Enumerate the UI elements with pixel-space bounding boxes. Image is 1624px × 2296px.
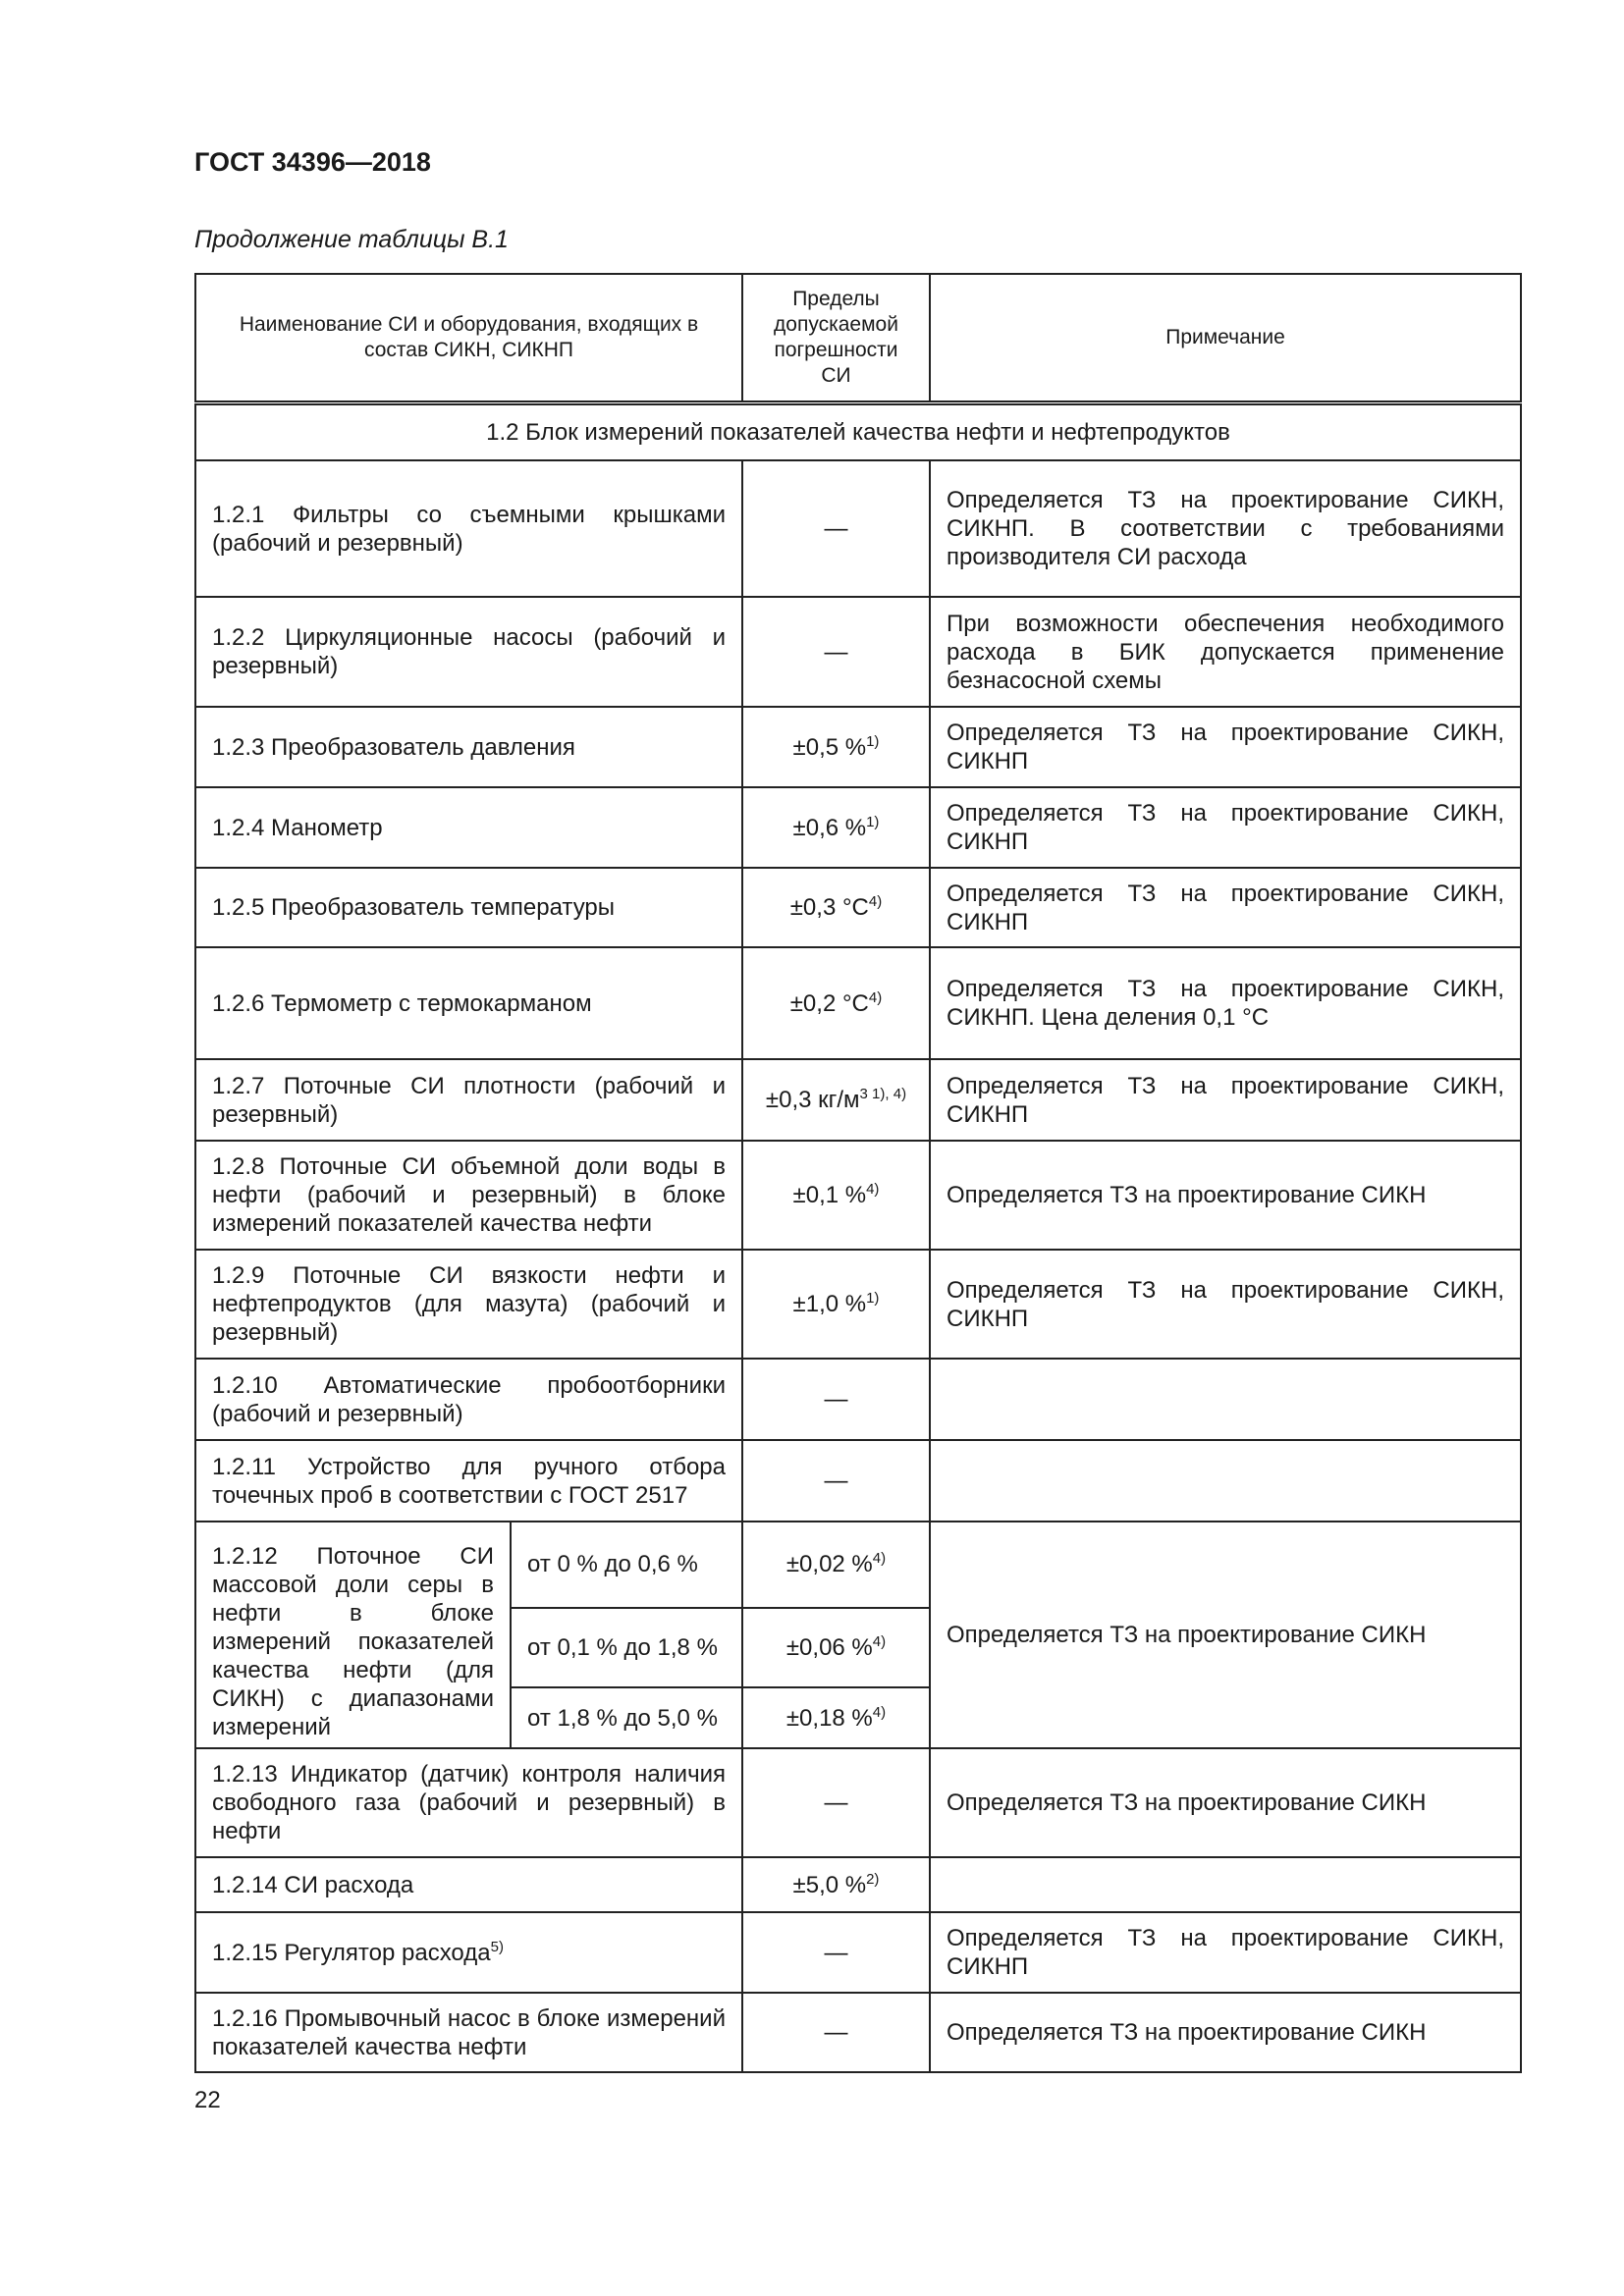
item-name: 1.2.12 Поточное СИ массовой доли серы в …	[194, 1521, 512, 1749]
item-note: При возможности обеспечения необходимого…	[929, 596, 1522, 708]
item-name: 1.2.1 Фильтры со съемными крышками (рабо…	[194, 459, 743, 598]
table-row: 1.2.1 Фильтры со съемными крышками (рабо…	[194, 459, 1522, 598]
table-row: 1.2.15 Регулятор расхода5) — Определяетс…	[194, 1911, 1522, 1994]
item-note	[929, 1358, 1522, 1441]
page-number: 22	[194, 2087, 221, 2113]
table-row: 1.2.3 Преобразователь давления ±0,5 %1) …	[194, 706, 1522, 788]
item-note: Определяется ТЗ на проектирование СИКН, …	[929, 946, 1522, 1060]
item-note: Определяется ТЗ на проектирование СИКН, …	[929, 867, 1522, 948]
footnote-ref: 4)	[872, 1550, 887, 1568]
item-error: ±0,18 %4)	[741, 1686, 931, 1749]
item-error: ±1,0 %1)	[741, 1249, 931, 1360]
footnote-ref: 4)	[868, 893, 883, 910]
item-name: 1.2.11 Устройство для ручного отбора точ…	[194, 1439, 743, 1522]
footnote-ref: 1)	[866, 813, 880, 830]
table-row: 1.2.5 Преобразователь температуры ±0,3 °…	[194, 867, 1522, 948]
equipment-table: Наименование СИ и оборудования, входящих…	[194, 273, 1522, 2073]
table-row: 1.2.10 Автоматические пробоотборники (ра…	[194, 1358, 1522, 1441]
item-note: Определяется ТЗ на проектирование СИКН	[929, 1992, 1522, 2073]
item-note: Определяется ТЗ на проектирование СИКН, …	[929, 1058, 1522, 1142]
footnote-ref: 1)	[866, 732, 880, 750]
item-name: 1.2.8 Поточные СИ объемной доли воды в н…	[194, 1140, 743, 1251]
item-name: 1.2.3 Преобразователь давления	[194, 706, 743, 788]
table-row: 1.2.4 Манометр ±0,6 %1) Определяется ТЗ …	[194, 786, 1522, 869]
table-row: 1.2.13 Индикатор (датчик) контроля налич…	[194, 1747, 1522, 1858]
footnote-ref: 3 1), 4)	[859, 1086, 907, 1102]
item-error: ±0,2 °С4)	[741, 946, 931, 1060]
item-error: ±0,1 %4)	[741, 1140, 931, 1251]
footnote-ref: 4)	[866, 1181, 880, 1198]
item-note: Определяется ТЗ на проектирование СИКН	[929, 1747, 1522, 1858]
item-name: 1.2.14 СИ расхода	[194, 1856, 743, 1913]
item-name: 1.2.6 Термометр с термокарманом	[194, 946, 743, 1060]
item-error: —	[741, 1992, 931, 2073]
item-name: 1.2.9 Поточные СИ вязкости нефти и нефте…	[194, 1249, 743, 1360]
item-note: Определяется ТЗ на проектирование СИКН	[929, 1140, 1522, 1251]
item-name: 1.2.2 Циркуляционные насосы (рабочий и р…	[194, 596, 743, 708]
table-row: от 0,1 % до 1,8 % ±0,06 %4)	[195, 1606, 1521, 1689]
item-name: 1.2.5 Преобразователь температуры	[194, 867, 743, 948]
column-header-name: Наименование СИ и оборудования, входящих…	[194, 273, 743, 403]
item-error: —	[741, 1358, 931, 1441]
item-note: Определяется ТЗ на проектирование СИКН, …	[929, 459, 1522, 598]
item-error: —	[741, 1439, 931, 1522]
document-title: ГОСТ 34396—2018	[194, 147, 431, 177]
table-row: 1.2.9 Поточные СИ вязкости нефти и нефте…	[194, 1249, 1522, 1360]
footnote-ref: 4)	[872, 1703, 887, 1721]
measurement-range: от 0,1 % до 1,8 %	[510, 1606, 743, 1689]
table-row: 1.2.16 Промывочный насос в блоке измерен…	[194, 1992, 1522, 2073]
table-continuation-caption: Продолжение таблицы В.1	[194, 226, 509, 253]
table-row: 1.2.14 СИ расхода ±5,0 %2)	[194, 1856, 1522, 1913]
item-name: 1.2.4 Манометр	[194, 786, 743, 869]
item-error: ±0,02 %4)	[741, 1521, 931, 1609]
column-header-note: Примечание	[929, 273, 1522, 403]
table-row: 1.2.12 Поточное СИ массовой доли серы в …	[194, 1521, 1522, 1749]
measurement-range: от 1,8 % до 5,0 %	[510, 1686, 743, 1749]
item-note: Определяется ТЗ на проектирование СИКН, …	[929, 786, 1522, 869]
section-title: 1.2 Блок измерений показателей качества …	[194, 401, 1522, 461]
footnote-ref: 1)	[866, 1290, 880, 1307]
item-error: —	[741, 459, 931, 598]
item-note	[929, 1439, 1522, 1522]
table-row: 1.2.8 Поточные СИ объемной доли воды в н…	[194, 1140, 1522, 1251]
footnote-ref: 4)	[868, 988, 883, 1006]
column-header-error: Пределы допускаемой погрешности СИ	[741, 273, 931, 403]
table-header-row: Наименование СИ и оборудования, входящих…	[194, 273, 1522, 403]
item-name: 1.2.10 Автоматические пробоотборники (ра…	[194, 1358, 743, 1441]
table-row: 1.2.2 Циркуляционные насосы (рабочий и р…	[194, 596, 1522, 708]
item-name: 1.2.13 Индикатор (датчик) контроля налич…	[194, 1747, 743, 1858]
footnote-ref: 4)	[872, 1633, 887, 1651]
item-error: ±0,06 %4)	[741, 1606, 931, 1689]
item-error: —	[741, 1747, 931, 1858]
footnote-ref: 2)	[866, 1870, 880, 1888]
item-error: ±5,0 %2)	[741, 1856, 931, 1913]
item-error: ±0,3 кг/м3 1), 4)	[741, 1058, 931, 1142]
item-error: —	[741, 1911, 931, 1994]
table-row: 1.2.6 Термометр с термокарманом ±0,2 °С4…	[194, 946, 1522, 1060]
item-note	[929, 1856, 1522, 1913]
item-name: 1.2.15 Регулятор расхода5)	[194, 1911, 743, 1994]
item-name: 1.2.7 Поточные СИ плотности (рабочий и р…	[194, 1058, 743, 1142]
item-error: ±0,6 %1)	[741, 786, 931, 869]
item-note: Определяется ТЗ на проектирование СИКН, …	[929, 1911, 1522, 1994]
item-note: Определяется ТЗ на проектирование СИКН, …	[929, 706, 1522, 788]
item-error: ±0,5 %1)	[741, 706, 931, 788]
table-row: 1.2.7 Поточные СИ плотности (рабочий и р…	[194, 1058, 1522, 1142]
item-note: Определяется ТЗ на проектирование СИКН	[929, 1521, 1522, 1749]
item-name: 1.2.16 Промывочный насос в блоке измерен…	[194, 1992, 743, 2073]
table-row: 1.2.11 Устройство для ручного отбора точ…	[194, 1439, 1522, 1522]
table-row: от 1,8 % до 5,0 % ±0,18 %4)	[195, 1686, 1521, 1749]
item-error: —	[741, 596, 931, 708]
item-error: ±0,3 °С4)	[741, 867, 931, 948]
section-row: 1.2 Блок измерений показателей качества …	[194, 401, 1522, 461]
item-note: Определяется ТЗ на проектирование СИКН, …	[929, 1249, 1522, 1360]
measurement-range: от 0 % до 0,6 %	[510, 1521, 743, 1609]
footnote-ref: 5)	[490, 1938, 504, 1955]
